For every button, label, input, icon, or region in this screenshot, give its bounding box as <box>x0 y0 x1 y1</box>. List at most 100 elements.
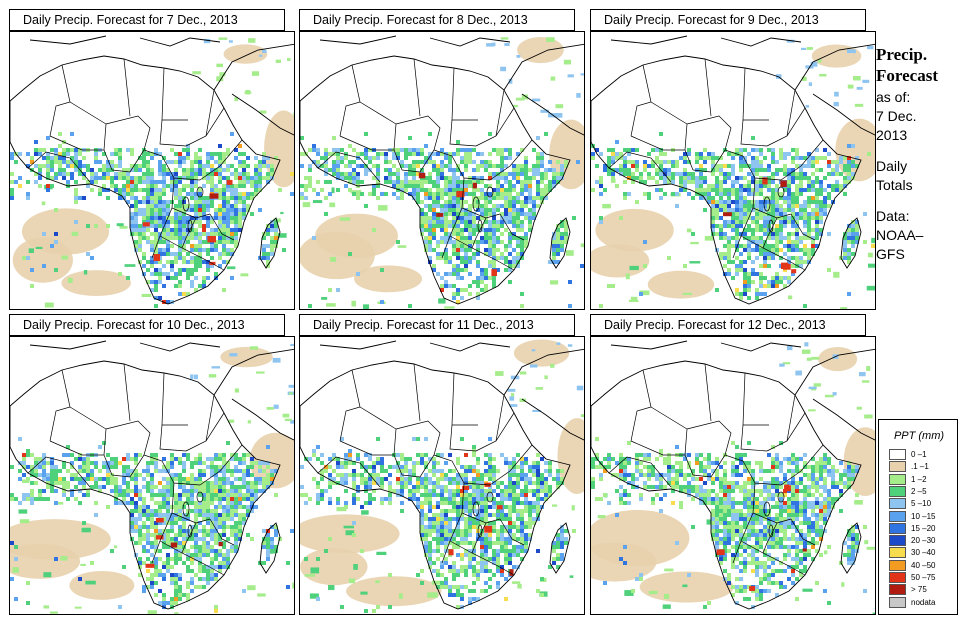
precip-cell <box>198 585 202 589</box>
precip-cell <box>795 228 799 232</box>
precip-cell <box>520 489 524 493</box>
precip-cell <box>775 280 779 284</box>
precip-cell <box>492 212 496 216</box>
precip-cell <box>516 517 520 521</box>
precip-cell <box>831 160 835 164</box>
precip-cell <box>727 200 731 204</box>
precip-cell <box>615 184 619 188</box>
precip-cell <box>775 168 779 172</box>
precip-cell <box>823 188 827 192</box>
precip-cell <box>484 160 488 164</box>
precip-cell <box>468 505 472 509</box>
precip-cell <box>126 176 130 180</box>
precip-cell <box>603 188 607 192</box>
precip-cell <box>118 485 122 489</box>
precip-cell <box>324 168 328 172</box>
precip-cell <box>464 188 468 192</box>
precip-cell <box>166 172 170 176</box>
precip-cell <box>520 184 524 188</box>
precip-cell <box>226 240 230 244</box>
precip-cell <box>202 585 206 589</box>
precip-cell <box>222 184 226 188</box>
precip-cell <box>687 192 691 196</box>
precip-cell <box>340 172 344 176</box>
precip-cell <box>162 232 166 236</box>
precip-cell <box>783 212 787 216</box>
precip-cell <box>811 172 815 176</box>
precip-cell <box>102 168 106 172</box>
precip-cell <box>230 164 234 168</box>
precip-cell <box>364 469 368 473</box>
precip-cell <box>312 144 316 148</box>
precip-cell <box>226 525 230 529</box>
precip-cell <box>851 228 855 232</box>
precip-cell <box>258 489 262 493</box>
precip-cell <box>711 156 715 160</box>
precip-cell <box>194 509 198 513</box>
precip-cell <box>819 184 823 188</box>
precip-cell <box>488 260 492 264</box>
precip-cell <box>368 477 372 481</box>
precip-cell <box>198 156 202 160</box>
precip-cell <box>332 136 336 140</box>
precip-cell <box>182 549 186 553</box>
precip-cell <box>556 537 560 541</box>
precip-cell <box>206 276 210 280</box>
precip-cell <box>799 176 803 180</box>
precip-cell <box>524 200 528 204</box>
precip-cell <box>210 457 214 461</box>
precip-cell <box>130 188 134 192</box>
precip-cell <box>548 485 552 489</box>
precip-cell <box>532 212 536 216</box>
precip-cell <box>214 160 218 164</box>
precip-cell <box>731 212 735 216</box>
precip-cell <box>731 184 735 188</box>
precip-cell <box>147 610 157 614</box>
precip-cell <box>663 172 667 176</box>
precip-cell <box>412 188 416 192</box>
precip-cell <box>356 180 360 184</box>
precip-cell <box>202 485 206 489</box>
precip-cell <box>122 565 126 569</box>
precip-cell <box>643 164 647 168</box>
precip-cell <box>436 525 440 529</box>
precip-cell <box>210 529 214 533</box>
precip-cell <box>428 244 432 248</box>
precip-cell <box>22 256 26 260</box>
precip-cell <box>412 489 416 493</box>
precip-cell <box>26 196 30 200</box>
precip-cell <box>420 501 424 505</box>
precip-cell <box>154 180 158 184</box>
precip-cell <box>158 272 162 276</box>
precip-cell <box>38 176 42 180</box>
coastline <box>10 55 281 305</box>
precip-cell <box>222 561 226 565</box>
precip-cell <box>372 469 376 473</box>
precip-cell <box>476 469 480 473</box>
precip-cell <box>472 232 476 236</box>
precip-cell <box>320 164 324 168</box>
precip-cell <box>35 246 43 250</box>
precip-cell <box>62 481 66 485</box>
precip-cell <box>428 220 432 224</box>
precip-cell <box>532 216 536 220</box>
precip-cell <box>627 152 631 156</box>
precip-cell <box>528 505 532 509</box>
precip-cell <box>464 200 468 204</box>
precip-cell <box>743 232 747 236</box>
precip-cell <box>150 517 154 521</box>
precip-cell <box>242 168 246 172</box>
precip-cell <box>416 196 420 200</box>
precip-cell <box>448 489 452 493</box>
precip-cell <box>259 110 267 114</box>
precip-cell <box>564 240 568 244</box>
precip-cell <box>492 481 496 485</box>
precip-cell <box>504 148 508 152</box>
precip-cell <box>66 164 70 168</box>
precip-cell <box>464 164 468 168</box>
precip-cell <box>536 473 540 477</box>
precip-cell <box>62 461 66 465</box>
precip-cell <box>811 216 815 220</box>
precip-cell <box>536 180 540 184</box>
precip-cell <box>610 178 616 183</box>
